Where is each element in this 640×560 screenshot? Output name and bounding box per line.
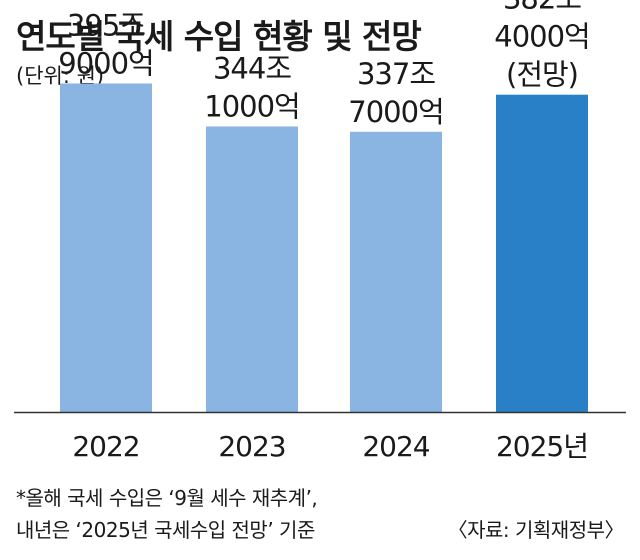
bar-value-label: (전망) xyxy=(506,58,578,92)
bar-value-label: 4000억 xyxy=(494,20,589,54)
source-credit: 〈자료: 기획재정부〉 xyxy=(447,518,625,542)
bar-value-label: 395조 xyxy=(67,8,145,42)
bar-2024 xyxy=(350,131,442,412)
bar-value-label: 382조 xyxy=(503,0,581,16)
bar-value-label: 9000억 xyxy=(58,46,153,80)
x-tick-label: 2024 xyxy=(362,430,429,463)
bar-2023 xyxy=(206,126,298,412)
footnote: *올해 국세 수입은 ‘9월 세수 재추계’, 내년은 ‘2025년 국세수입 … xyxy=(16,482,318,546)
bar-value-label: 337조 xyxy=(357,57,435,91)
bar-2025년 xyxy=(496,94,588,412)
bar-value-label: 344조 xyxy=(213,51,291,85)
x-tick-label: 2022 xyxy=(72,430,139,463)
x-tick-label: 2023 xyxy=(218,430,285,463)
bar-value-label: 1000억 xyxy=(204,89,299,123)
bar-value-label: 7000억 xyxy=(348,95,443,129)
x-tick-label: 2025년 xyxy=(496,430,588,463)
bar-chart: 395조 9000억 2022 344조 1000억 2023 337조 7000억 2024 3… xyxy=(14,0,626,463)
footnote-line-1: *올해 국세 수입은 ‘9월 세수 재추계’, xyxy=(16,486,318,510)
bar-2022 xyxy=(60,83,152,412)
chart-title: 연도별 국세 수입 현황 및 전망 xyxy=(16,17,422,56)
footnote-line-2: 내년은 ‘2025년 국세수입 전망’ 기준 xyxy=(16,518,315,542)
